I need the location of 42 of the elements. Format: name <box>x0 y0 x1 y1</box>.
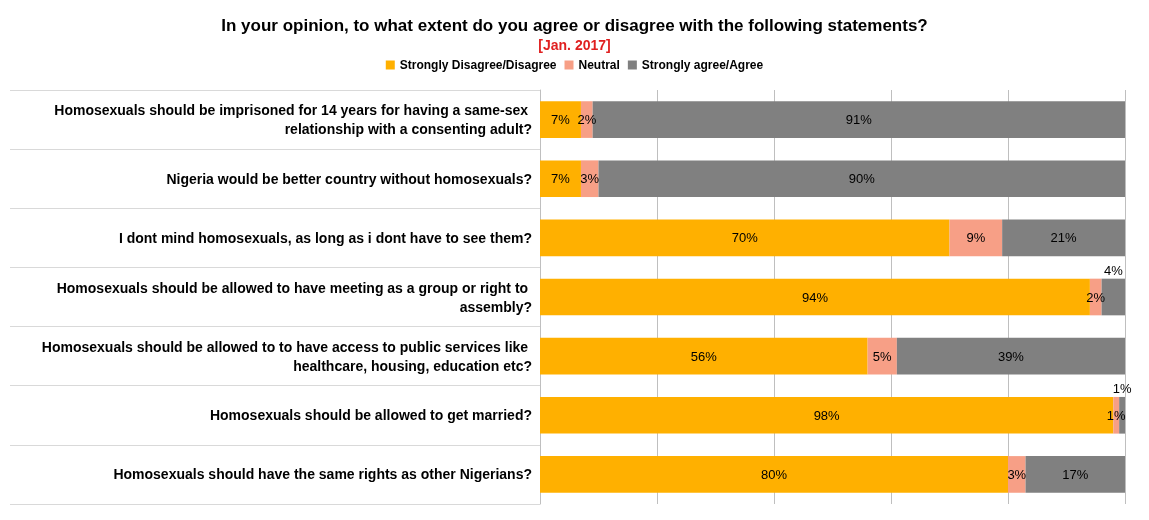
data-label: 3% <box>1007 466 1027 482</box>
data-label: 7% <box>551 112 571 128</box>
data-label: 21% <box>1050 230 1078 246</box>
y-tick-label: Homosexuals should be allowed to to have access to public services like healthcare, housing, education etc? <box>41 338 532 374</box>
y-tick-label: Homosexuals should be imprisoned for 14 years for having a same-sex relationship with a consenting adult? <box>54 102 532 138</box>
legend-label: Neutral <box>578 58 620 72</box>
bar <box>598 160 1125 198</box>
bar <box>1002 219 1125 257</box>
y-tick-label: I dont mind homosexuals, as long as i dont have to see them? <box>118 229 532 246</box>
y-tick-label: Homosexuals should be allowed to have meeting as a group or right to assembly? <box>56 279 532 315</box>
data-label: 2% <box>577 112 597 128</box>
data-label: 4% <box>1103 262 1124 278</box>
bar <box>949 219 1003 257</box>
y-tick-label: Homosexuals should be allowed to get married? <box>209 407 532 424</box>
data-label: 9% <box>966 230 986 246</box>
bar <box>896 337 1125 375</box>
chart-subtitle: [Jan. 2017] <box>538 37 611 53</box>
data-label: 94% <box>801 289 829 305</box>
y-tick-label: Nigeria would be better country without homosexuals? <box>166 170 532 187</box>
data-label: 98% <box>813 407 841 423</box>
data-label: 1% <box>1112 380 1132 396</box>
data-label: 39% <box>997 348 1025 364</box>
y-tick-label: Homosexuals should have the same rights as other Nigerians? <box>113 466 532 483</box>
bar <box>540 337 868 375</box>
data-label: 91% <box>845 112 873 128</box>
data-label: 56% <box>690 348 718 364</box>
data-label: 17% <box>1062 466 1089 482</box>
data-label: 1% <box>1106 407 1127 423</box>
bar <box>540 456 1008 493</box>
data-label: 80% <box>760 466 788 482</box>
legend-label: Strongly agree/Agree <box>641 58 764 72</box>
bar <box>540 219 950 257</box>
legend-label: Strongly Disagree/Disagree <box>399 58 557 72</box>
data-label: 70% <box>731 230 759 246</box>
data-label: 5% <box>872 348 893 364</box>
data-label: 7% <box>551 171 571 187</box>
data-label: 90% <box>848 171 876 187</box>
chart-title: In your opinion, to what extent do you agree or disagree with the following statements? <box>221 16 928 35</box>
bar <box>1025 456 1125 493</box>
data-label: 3% <box>580 171 600 187</box>
data-label: 2% <box>1086 289 1106 305</box>
bar <box>540 160 581 198</box>
